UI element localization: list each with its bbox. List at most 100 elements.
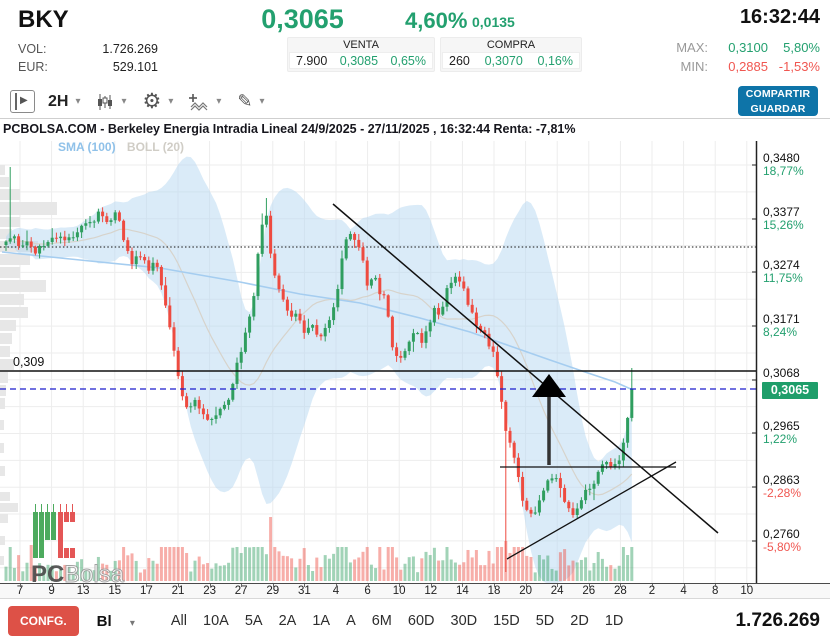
range-button-10a[interactable]: 10A	[203, 613, 229, 629]
time-axis-label: 31	[297, 585, 311, 597]
draw-pencil-icon[interactable]: ✎	[237, 91, 253, 111]
min-label: MIN:	[680, 59, 708, 74]
time-axis-label: 28	[613, 585, 627, 597]
chart-type-selector[interactable]: Bl ▾	[97, 613, 135, 630]
range-button-30d[interactable]: 30D	[450, 613, 478, 629]
time-axis-label: 29	[266, 585, 280, 597]
range-button-a[interactable]: A	[346, 613, 356, 629]
time-axis-label: 7	[16, 585, 24, 597]
quote-header: BKY VOL: 1.726.269 EUR: 529.101 0,3065 4…	[0, 0, 830, 85]
time-axis-tick	[683, 584, 685, 587]
max-label: MAX:	[676, 40, 708, 55]
panel-bar	[15, 93, 17, 110]
price-chart[interactable]: SMA (100) BOLL (20) PC Bolsa 0,309	[0, 137, 758, 588]
time-axis[interactable]: 7 9 13 15 17 21 23 27 29 31 4 6 10 12 14 18 20 24 26 28 2 4 8 1…	[0, 583, 830, 599]
range-button-5a[interactable]: 5A	[244, 613, 263, 629]
legend-boll[interactable]: BOLL (20)	[126, 140, 185, 154]
max-min-block: MAX: 0,3100 5,80% MIN: 0,2885 -1,53%	[676, 40, 820, 78]
time-axis-label: 9	[48, 585, 55, 597]
eur-row: EUR: 529.101	[18, 60, 158, 74]
max-pct: 5,80%	[783, 40, 820, 55]
price-axis-label: 0,3274 11,75%	[763, 258, 803, 285]
svg-text:PC: PC	[31, 561, 64, 583]
ask-label: COMPRA	[486, 39, 536, 51]
symbol: BKY	[18, 6, 69, 33]
range-button-2a[interactable]: 2A	[278, 613, 297, 629]
price-axis-label: 0,2965 1,22%	[763, 419, 800, 446]
style-caret-icon[interactable]: ▾	[121, 96, 127, 107]
range-button-15d[interactable]: 15D	[493, 613, 520, 629]
time-axis-label: 20	[519, 585, 532, 597]
time-axis-label: 13	[76, 585, 90, 597]
share-save-button[interactable]: COMPARTIR GUARDAR	[738, 86, 818, 116]
time-axis-tick	[620, 584, 622, 587]
eur-label: EUR:	[18, 60, 48, 74]
range-button-1d[interactable]: 1D	[604, 613, 624, 629]
time-axis-label: 21	[171, 585, 185, 597]
range-button-60d[interactable]: 60D	[407, 613, 435, 629]
timeframe-caret-icon[interactable]: ▾	[75, 96, 81, 107]
time-axis-tick	[178, 584, 179, 587]
range-button-5d[interactable]: 5D	[535, 613, 555, 629]
time-axis-tick	[715, 584, 717, 587]
time-axis-label: 4	[680, 585, 687, 597]
bid-box[interactable]: VENTA 7.900 0,3085 0,65%	[287, 37, 435, 72]
range-button-all[interactable]: All	[170, 613, 187, 629]
play-icon: ▶	[20, 95, 28, 106]
indicator-legend: SMA (100) BOLL (20)	[58, 140, 184, 154]
price-axis-label: 0,2863 -2,28%	[763, 473, 802, 500]
range-button-1a[interactable]: 1A	[312, 613, 331, 629]
timeframe-button[interactable]: 2H	[48, 92, 69, 110]
time-axis-tick	[304, 584, 306, 587]
time-axis-tick	[399, 584, 401, 587]
config-button[interactable]: CONFG.	[8, 606, 79, 636]
time-axis-tick	[525, 584, 527, 587]
chart-area: SMA (100) BOLL (20) PC Bolsa 0,309 0,3065 …	[0, 137, 830, 588]
bid-qty: 7.900	[296, 54, 328, 68]
time-axis-label: 6	[364, 585, 371, 597]
volume-row: VOL: 1.726.269	[18, 42, 158, 56]
settings-caret-icon[interactable]: ▾	[168, 96, 174, 107]
time-axis-tick	[430, 584, 432, 587]
time-axis-label: 10	[740, 585, 754, 597]
time-axis-label: 27	[234, 585, 248, 597]
ask-price: 0,3070	[484, 54, 523, 68]
time-axis-label: 17	[139, 585, 153, 597]
legend-sma[interactable]: SMA (100)	[58, 140, 116, 154]
svg-text:0,309: 0,309	[13, 355, 44, 369]
svg-text:Bolsa: Bolsa	[64, 561, 125, 583]
time-axis-tick	[83, 584, 85, 587]
max-price: 0,3100	[728, 40, 768, 55]
add-indicator-icon[interactable]	[189, 93, 209, 111]
time-axis-tick	[20, 584, 21, 587]
save-label: GUARDAR	[750, 102, 806, 115]
time-axis-label: 2	[648, 585, 656, 597]
share-label: COMPARTIR	[745, 88, 811, 100]
settings-gear-icon[interactable]: ⚙	[142, 90, 162, 113]
min-price: 0,2885	[728, 59, 768, 74]
range-button-2d[interactable]: 2D	[570, 613, 589, 629]
draw-caret-icon[interactable]: ▾	[259, 96, 265, 107]
range-button-6m[interactable]: 6M	[371, 613, 392, 629]
time-axis-tick	[336, 584, 337, 587]
candlestick-style-icon[interactable]	[96, 93, 114, 111]
bottom-bar: CONFG. Bl ▾ All 10A 5A 2A 1A A 6M 60D 30D 15D 5D 2D…	[0, 599, 830, 643]
ask-box[interactable]: COMPRA 260 0,3070 0,16%	[440, 37, 582, 72]
time-axis-label: 4	[332, 585, 340, 597]
time-axis-tick	[652, 584, 653, 587]
time-axis-tick	[462, 584, 464, 587]
range-buttons: All 10A 5A 2A 1A A 6M 60D 30D 15D 5D 2D 1D	[163, 607, 631, 635]
price-axis-label: 0,3068	[763, 366, 800, 380]
toggle-panel-icon[interactable]: ▶	[10, 90, 35, 113]
chart-type-value: Bl	[96, 612, 112, 630]
time-axis-label: 14	[455, 585, 469, 597]
price-axis[interactable]: 0,3065 0,3480 18,77% 0,3377 15,26% 0,3274 11,…	[758, 140, 830, 583]
last-price: 0,3065	[261, 4, 344, 34]
price-chart-svg[interactable]: PC Bolsa 0,309	[0, 137, 758, 588]
time-axis-tick	[146, 584, 148, 587]
chart-type-caret-icon: ▾	[129, 617, 135, 629]
min-pct: -1,53%	[778, 59, 820, 74]
indicator-caret-icon[interactable]: ▾	[216, 96, 222, 107]
time-axis-label: 26	[582, 585, 596, 597]
